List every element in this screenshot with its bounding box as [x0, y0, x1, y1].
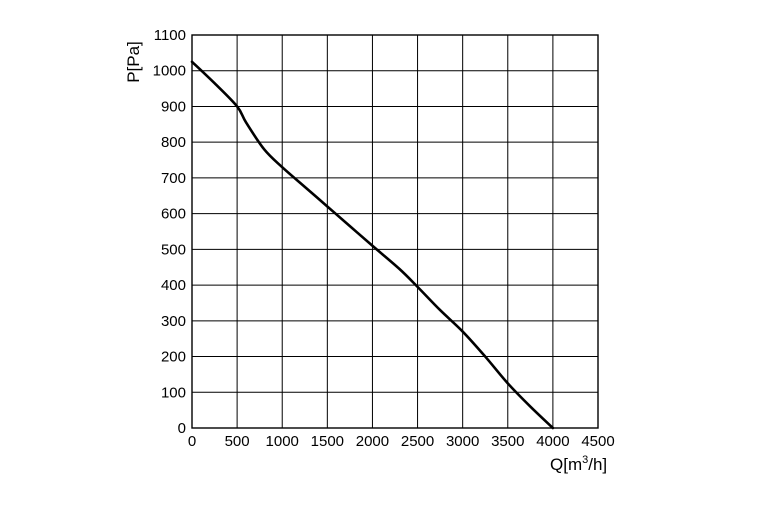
x-axis-label-tail: /h] — [588, 455, 607, 474]
x-tick-label: 500 — [225, 433, 250, 450]
x-tick-label: 4500 — [581, 433, 614, 450]
series-line — [190, 60, 555, 430]
x-tick-label: 2000 — [356, 433, 389, 450]
y-tick-label: 800 — [161, 134, 186, 151]
x-tick-label: 0 — [188, 433, 196, 450]
y-tick-label: 200 — [161, 349, 186, 366]
y-tick-label: 1100 — [154, 27, 186, 44]
x-tick-label: 3000 — [446, 433, 479, 450]
y-tick-label: 1000 — [153, 63, 186, 80]
y-tick-label: 400 — [161, 277, 186, 294]
x-tick-label: 4000 — [536, 433, 569, 450]
y-tick-label: 700 — [161, 170, 186, 187]
x-tick-label: 1000 — [266, 433, 299, 450]
y-tick-label: 500 — [161, 241, 186, 258]
x-tick-label: 2500 — [401, 433, 434, 450]
y-tick-label: 600 — [161, 206, 186, 223]
y-tick-label: 100 — [161, 384, 186, 401]
y-tick-label: 300 — [161, 313, 186, 330]
y-tick-label: 900 — [161, 98, 186, 115]
x-tick-label: 1500 — [311, 433, 344, 450]
plot-frame — [191, 34, 599, 429]
x-axis-label-superscript: 3 — [582, 454, 588, 466]
x-tick-label: 3500 — [491, 433, 524, 450]
x-axis-label-base: Q[m — [550, 455, 582, 474]
y-tick-labels: 0 100 200 300 400 500 600 700 800 900 1000 1100 — [153, 27, 186, 437]
grid — [191, 34, 599, 429]
y-axis-label: P[Pa] — [124, 41, 143, 83]
x-tick-labels: 0 500 1000 1500 2000 2500 3000 3500 4000 4500 — [188, 433, 615, 450]
x-axis-label: Q[m3/h] — [550, 454, 607, 474]
y-tick-label: 0 — [178, 420, 186, 437]
